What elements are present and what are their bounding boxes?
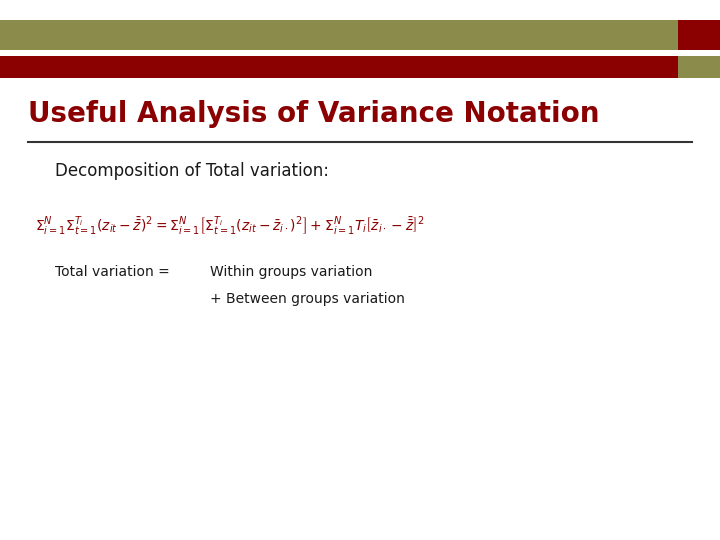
Bar — [678, 56, 720, 78]
Text: Within groups variation: Within groups variation — [210, 265, 372, 279]
Text: + Between groups variation: + Between groups variation — [210, 292, 405, 306]
Text: Total variation =: Total variation = — [55, 265, 170, 279]
Text: $\Sigma_{i=1}^{N}\Sigma_{t=1}^{T_i}(z_{it} - \bar{\bar{z}})^2 = \Sigma_{i=1}^{N}: $\Sigma_{i=1}^{N}\Sigma_{t=1}^{T_i}(z_{i… — [35, 215, 424, 238]
Bar — [678, 20, 720, 50]
Text: Decomposition of Total variation:: Decomposition of Total variation: — [55, 162, 329, 180]
Bar — [0, 56, 678, 78]
Bar — [0, 20, 678, 50]
Text: Useful Analysis of Variance Notation: Useful Analysis of Variance Notation — [28, 100, 600, 128]
